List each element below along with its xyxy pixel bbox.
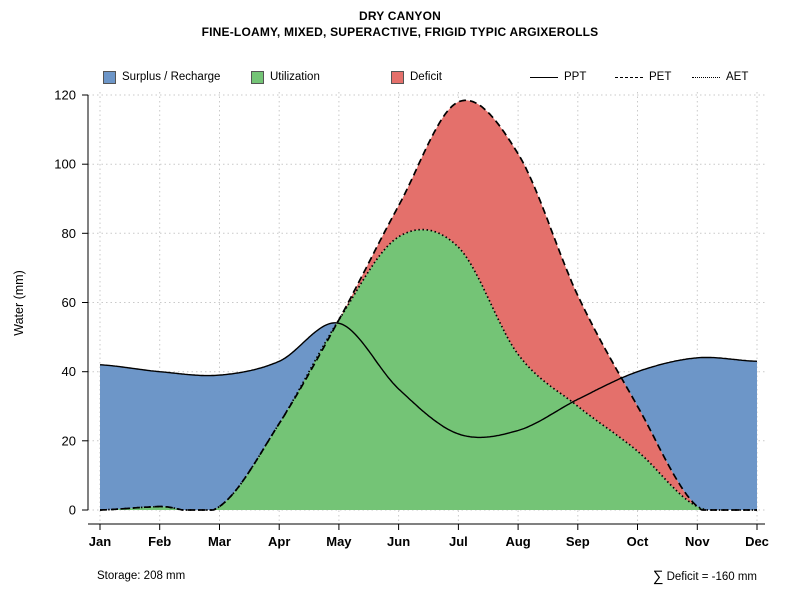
deficit-area <box>341 100 696 506</box>
legend-label-pet: PET <box>649 71 672 83</box>
solid-line-icon <box>530 76 558 78</box>
x-tick-label: Nov <box>685 534 710 549</box>
legend-item-aet: AET <box>692 70 748 84</box>
legend-item-utilization: Utilization <box>251 70 320 84</box>
x-tick-label: Dec <box>745 534 769 549</box>
x-tick-label: Jan <box>89 534 111 549</box>
y-tick-label: 40 <box>62 364 76 379</box>
deficit-text: Deficit = -160 mm <box>666 571 757 583</box>
x-tick-label: Mar <box>208 534 231 549</box>
x-tick-label: Jun <box>387 534 410 549</box>
sigma-symbol: ∑ <box>652 568 664 585</box>
y-tick-label: 100 <box>54 157 76 172</box>
surplus-swatch <box>103 70 116 84</box>
surplus-area <box>100 322 757 510</box>
x-tick-label: May <box>326 534 352 549</box>
dashed-line-icon <box>615 76 643 78</box>
y-tick-label: 120 <box>54 88 76 103</box>
x-tick-label: Aug <box>505 534 530 549</box>
ppt-curve <box>100 322 758 439</box>
chart-title: DRY CANYON <box>358 9 441 23</box>
legend-label-deficit: Deficit <box>410 71 442 83</box>
y-tick-label: 60 <box>62 295 76 310</box>
axes <box>82 94 765 530</box>
y-tick-label: 80 <box>62 226 76 241</box>
legend-label-ppt: PPT <box>564 71 587 83</box>
legend-item-deficit: Deficit <box>391 70 442 84</box>
x-tick-label: Apr <box>268 534 290 549</box>
pet-curve <box>100 99 757 511</box>
x-tick-label: Jul <box>449 534 468 549</box>
legend-item-ppt: PPT <box>530 70 586 84</box>
legend-label-surplus: Surplus / Recharge <box>122 71 221 83</box>
x-tick-label: Sep <box>566 534 590 549</box>
legend-label-aet: AET <box>726 71 749 83</box>
dotted-line-icon <box>692 76 720 78</box>
deficit-annotation: ∑ Deficit = -160 mm <box>652 567 757 585</box>
utilization-swatch <box>251 70 264 84</box>
y-tick-label: 0 <box>69 503 76 518</box>
legend-label-utilization: Utilization <box>270 71 320 83</box>
legend-item-surplus: Surplus / Recharge <box>103 70 220 84</box>
x-tick-label: Feb <box>148 534 171 549</box>
y-tick-label: 20 <box>62 433 76 448</box>
deficit-swatch <box>391 70 404 84</box>
storage-annotation: Storage: 208 mm <box>97 570 186 582</box>
y-axis-title: Water (mm) <box>12 270 26 336</box>
legend-item-pet: PET <box>615 70 671 84</box>
chart-subtitle: FINE-LOAMY, MIXED, SUPERACTIVE, FRIGID T… <box>201 25 599 39</box>
x-tick-label: Oct <box>627 534 649 549</box>
utilization-area <box>114 229 704 510</box>
